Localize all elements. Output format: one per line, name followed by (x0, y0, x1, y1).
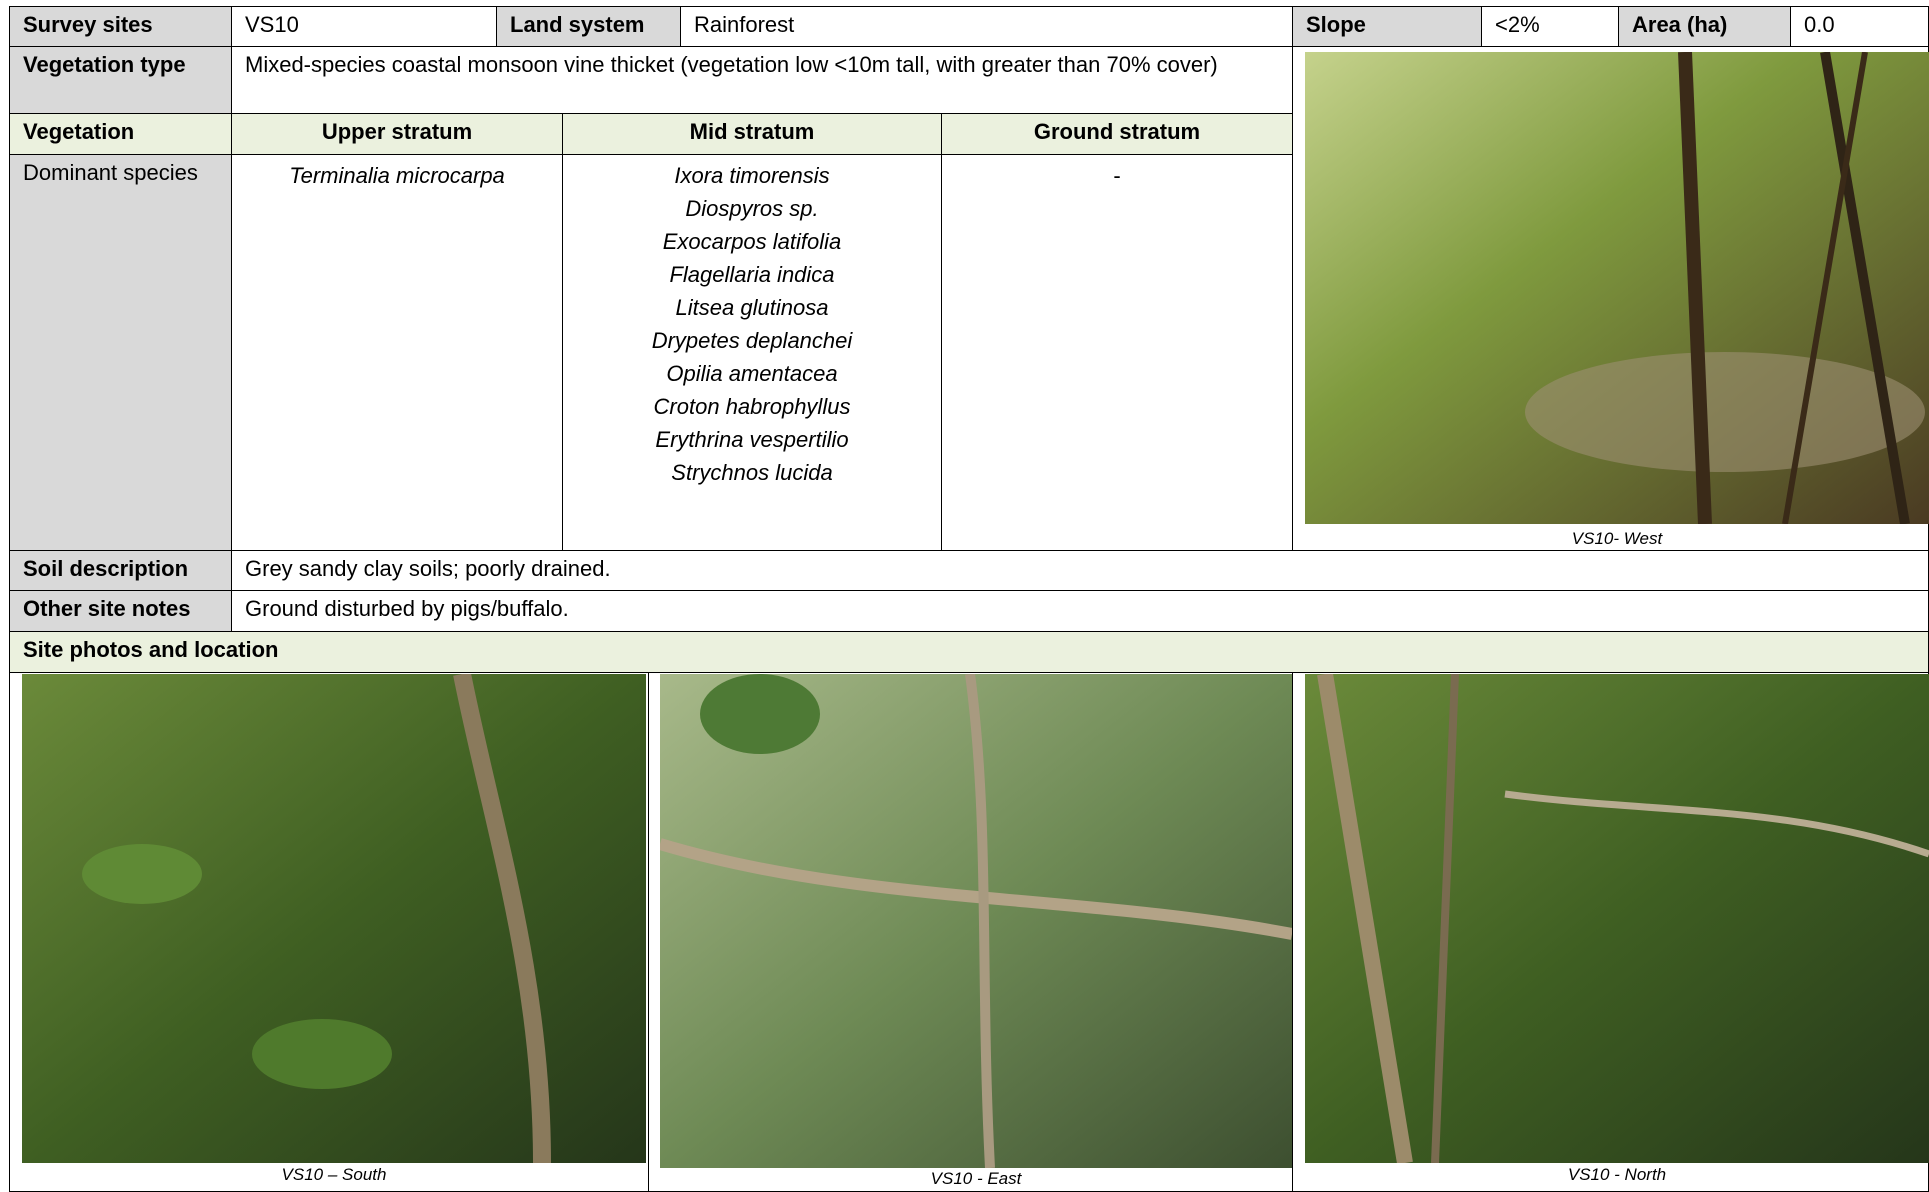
label-cell: Land system (496, 6, 681, 47)
species: Drypetes deplanchei (651, 328, 853, 353)
photo-north (1305, 674, 1929, 1163)
photo-west (1305, 52, 1929, 524)
table-header: Upper stratum (231, 113, 563, 155)
caption: VS10 - East (930, 1169, 1022, 1188)
label-cell: Area (ha) (1618, 6, 1791, 47)
species-list: Ixora timorensis Diospyros sp. Exocarpos l… (562, 154, 942, 551)
species: - (1113, 163, 1121, 188)
label-cell: Slope (1292, 6, 1482, 47)
species: Diospyros sp. (685, 196, 819, 221)
value-cell: 0.0 (1790, 6, 1929, 47)
species-list: Terminalia microcarpa (231, 154, 563, 551)
photo-south (22, 674, 646, 1163)
species: Litsea glutinosa (675, 295, 829, 320)
value-cell: Rainforest (680, 6, 1293, 47)
label-cell: Survey sites (9, 6, 232, 47)
caption: VS10 – South (281, 1165, 387, 1184)
species: Croton habrophyllus (653, 394, 851, 419)
label-cell: Vegetation type (9, 46, 232, 114)
table-header: Ground stratum (941, 113, 1293, 155)
value-cell: VS10 (231, 6, 497, 47)
caption: VS10- West (1571, 529, 1663, 548)
value-cell: Grey sandy clay soils; poorly drained. (231, 550, 1929, 591)
value-cell: Ground disturbed by pigs/buffalo. (231, 590, 1929, 632)
species-list: - (941, 154, 1293, 551)
label-cell: Other site notes (9, 590, 232, 632)
photo-east (660, 674, 1292, 1168)
species: Flagellaria indica (669, 262, 835, 287)
value-cell: Mixed-species coastal monsoon vine thick… (231, 46, 1293, 114)
label-cell: Soil description (9, 550, 232, 591)
species: Terminalia microcarpa (289, 163, 505, 188)
value-cell: <2% (1481, 6, 1619, 47)
table-header: Vegetation (9, 113, 232, 155)
caption: VS10 - North (1567, 1165, 1667, 1184)
species: Ixora timorensis (674, 163, 830, 188)
species: Erythrina vespertilio (655, 427, 849, 452)
table-header: Mid stratum (562, 113, 942, 155)
species: Exocarpos latifolia (662, 229, 842, 254)
section-header: Site photos and location (9, 631, 1929, 673)
label-cell: Dominant species (9, 154, 232, 551)
species: Opilia amentacea (666, 361, 838, 386)
species: Strychnos lucida (671, 460, 833, 485)
